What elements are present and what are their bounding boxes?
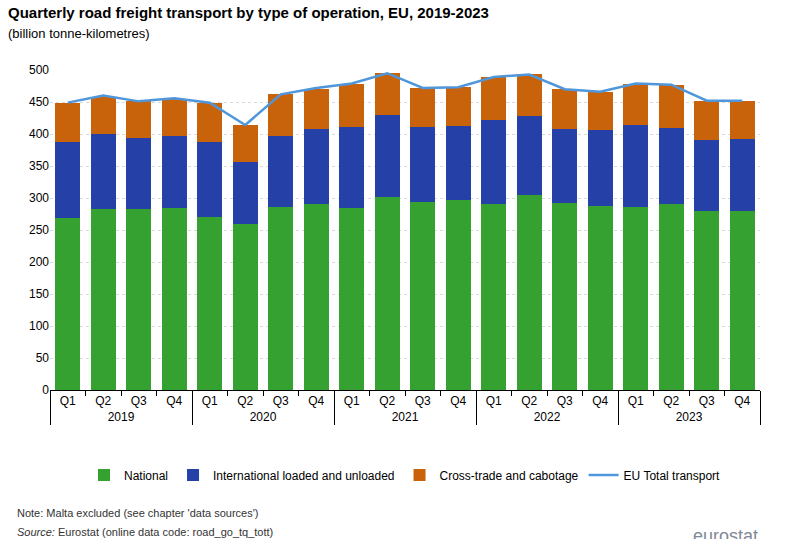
svg-text:Q3: Q3: [273, 394, 289, 408]
svg-text:Q4: Q4: [734, 394, 750, 408]
svg-text:Q4: Q4: [592, 394, 608, 408]
svg-text:2020: 2020: [250, 410, 277, 424]
svg-text:EU Total transport: EU Total transport: [624, 469, 720, 483]
svg-text:Source: Eurostat (online data: Source: Eurostat (online data code: road…: [17, 526, 273, 538]
svg-text:Q4: Q4: [450, 394, 466, 408]
svg-text:500: 500: [29, 63, 49, 77]
svg-text:250: 250: [29, 223, 49, 237]
svg-text:2023: 2023: [676, 410, 703, 424]
svg-text:2021: 2021: [392, 410, 419, 424]
svg-text:300: 300: [29, 191, 49, 205]
svg-text:200: 200: [29, 255, 49, 269]
svg-text:Q2: Q2: [521, 394, 537, 408]
svg-text:Q1: Q1: [60, 394, 76, 408]
svg-text:National: National: [124, 469, 168, 483]
svg-text:Q4: Q4: [308, 394, 324, 408]
svg-text:Q3: Q3: [131, 394, 147, 408]
svg-text:2022: 2022: [534, 410, 561, 424]
svg-text:Q1: Q1: [628, 394, 644, 408]
svg-text:Quarterly road freight transpo: Quarterly road freight transport by type…: [8, 4, 489, 41]
svg-text:Q4: Q4: [166, 394, 182, 408]
svg-text:350: 350: [29, 159, 49, 173]
svg-text:eurostat: eurostat: [693, 526, 758, 539]
svg-text:150: 150: [29, 287, 49, 301]
svg-text:Note: Malta excluded (see chap: Note: Malta excluded (see chapter 'data …: [17, 507, 258, 519]
svg-text:Q3: Q3: [557, 394, 573, 408]
svg-text:Q1: Q1: [344, 394, 360, 408]
svg-text:Cross-trade and cabotage: Cross-trade and cabotage: [440, 469, 579, 483]
svg-text:400: 400: [29, 127, 49, 141]
svg-text:Q1: Q1: [202, 394, 218, 408]
svg-text:Q3: Q3: [415, 394, 431, 408]
svg-text:50: 50: [36, 351, 50, 365]
svg-text:2019: 2019: [108, 410, 135, 424]
svg-text:Q1: Q1: [486, 394, 502, 408]
svg-text:Q2: Q2: [237, 394, 253, 408]
svg-text:Q2: Q2: [663, 394, 679, 408]
svg-text:100: 100: [29, 319, 49, 333]
svg-text:0: 0: [42, 383, 49, 397]
svg-text:450: 450: [29, 95, 49, 109]
svg-text:Q2: Q2: [95, 394, 111, 408]
svg-text:Q3: Q3: [699, 394, 715, 408]
svg-text:International loaded and unloa: International loaded and unloaded: [213, 469, 395, 483]
svg-text:Q2: Q2: [379, 394, 395, 408]
